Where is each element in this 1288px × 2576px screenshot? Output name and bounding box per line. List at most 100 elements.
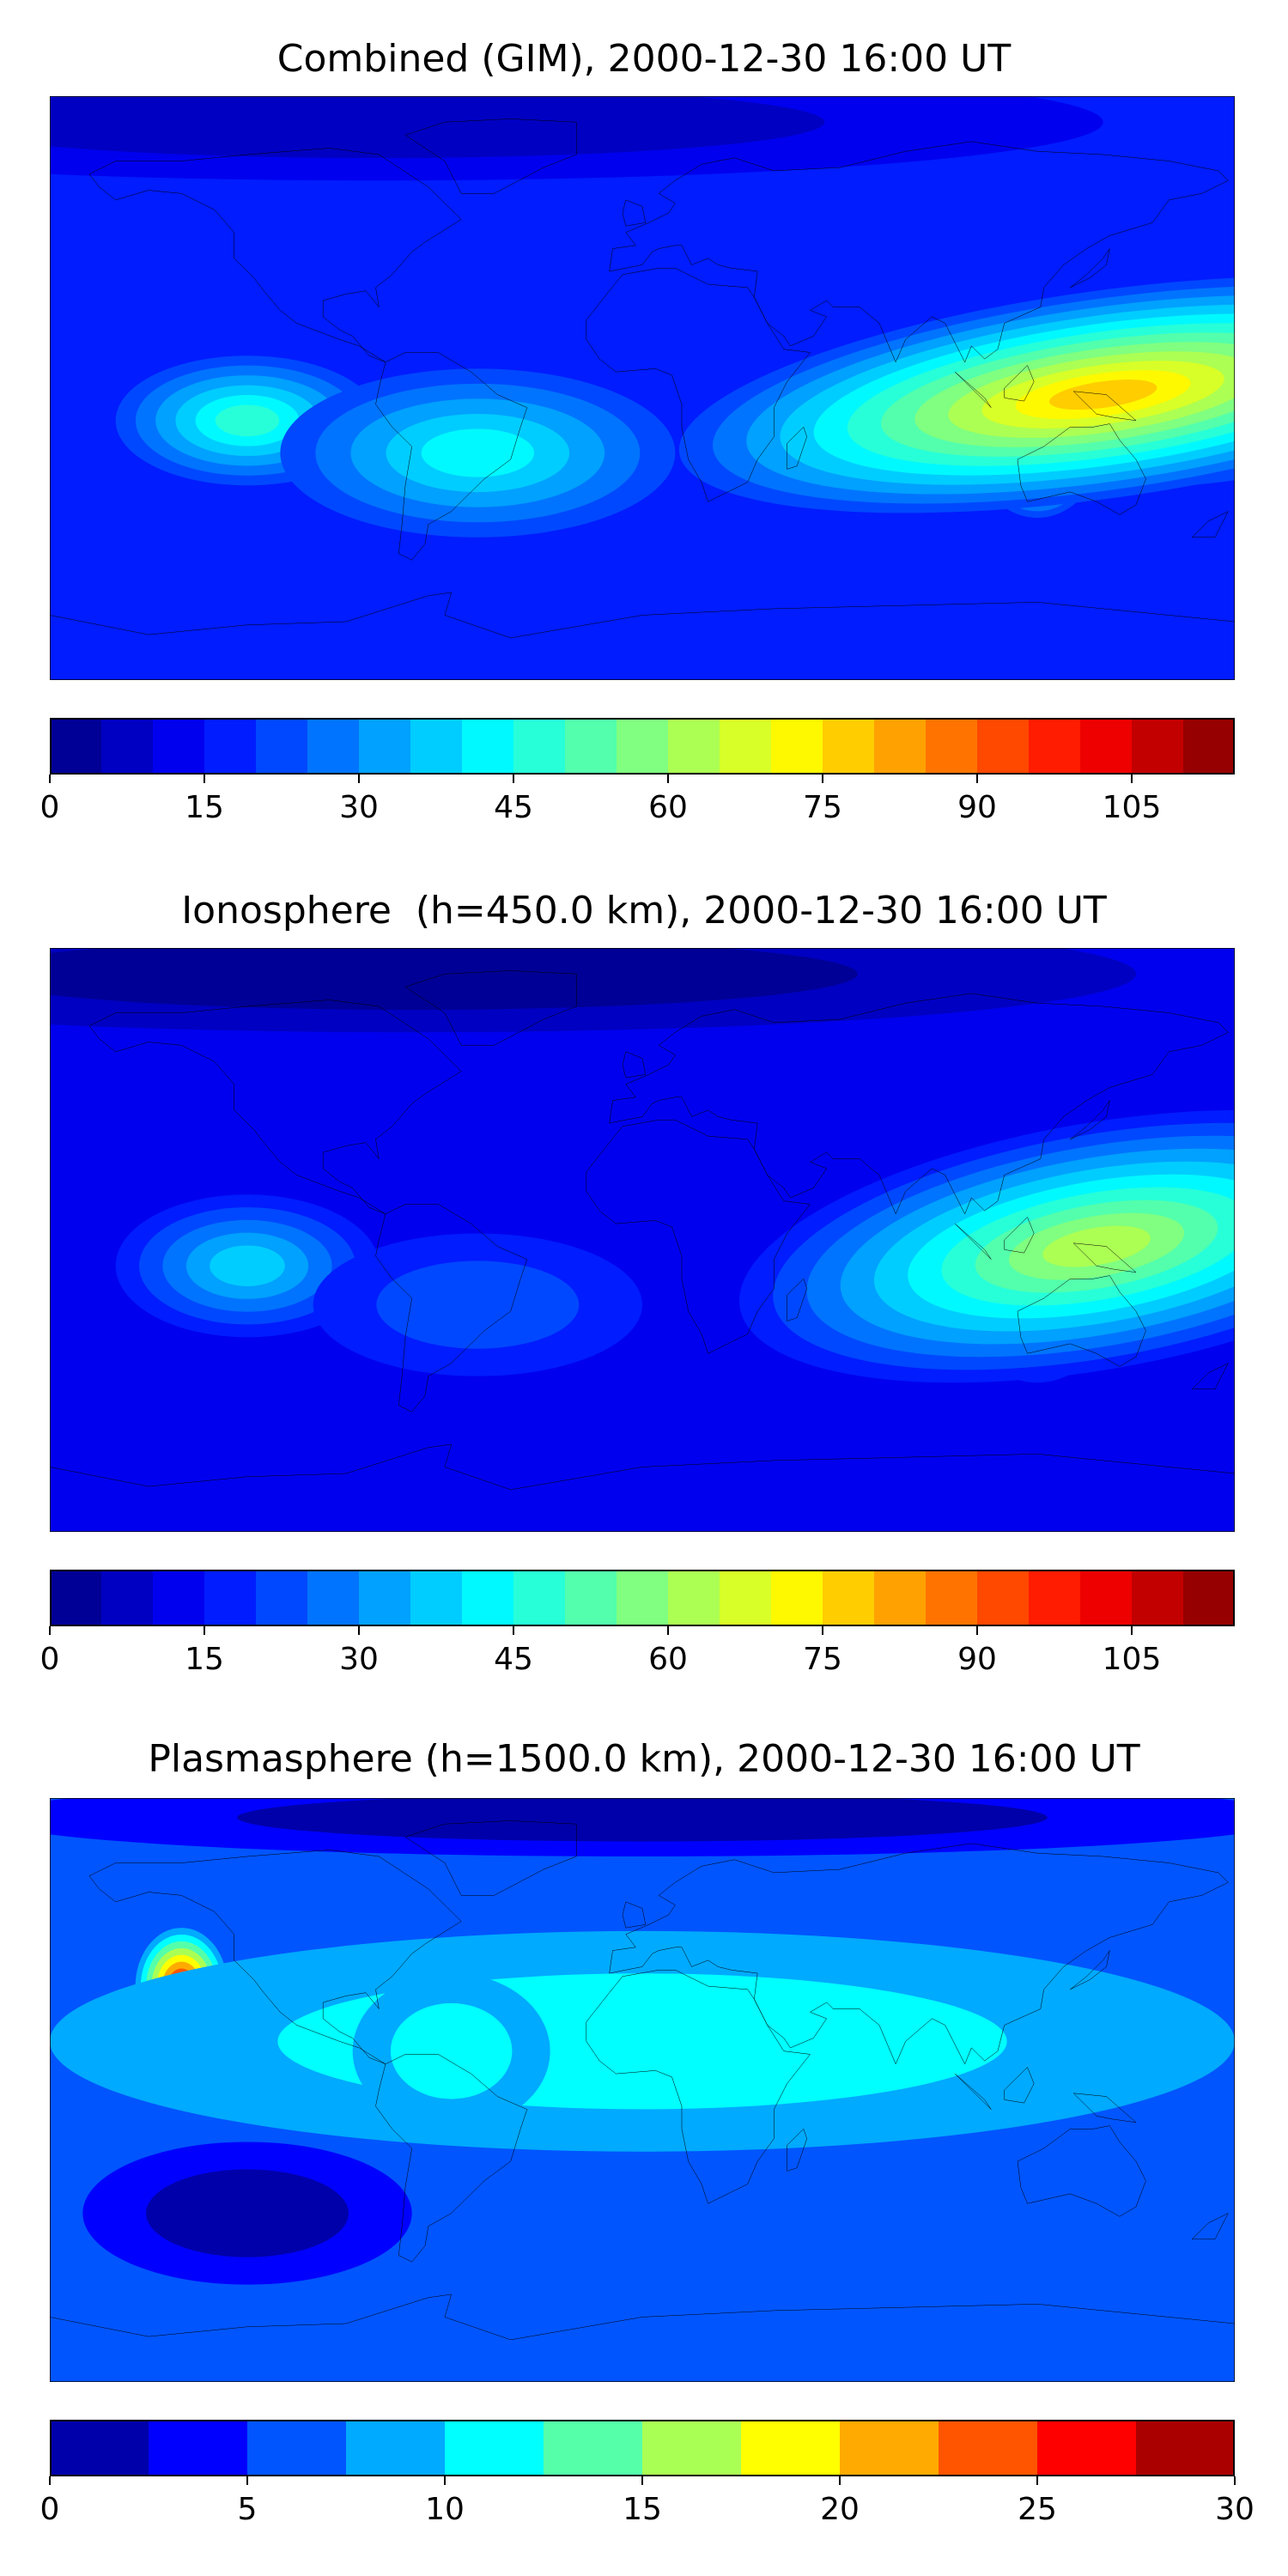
colorbar-tick-label: 30 — [339, 790, 379, 825]
colorbar-swatch — [462, 718, 514, 775]
panel-2-colorbar-ticks: 0 15 30 45 60 75 90 105 — [40, 1626, 1235, 1677]
panel-3-map — [50, 1798, 1235, 2382]
colorbar-tick-mark — [641, 2476, 643, 2485]
colorbar-tick-label: 90 — [957, 1642, 997, 1677]
colorbar-swatch — [926, 718, 978, 775]
colorbar-tick-mark — [444, 2476, 446, 2485]
colorbar-tick-mark — [1131, 1626, 1133, 1635]
coastline — [955, 372, 991, 408]
coastline — [376, 352, 527, 560]
coastline — [1018, 424, 1146, 515]
colorbar-swatch — [1136, 2420, 1235, 2476]
colorbar-swatch — [771, 1570, 823, 1626]
colorbar-tick-mark — [976, 1626, 978, 1635]
contour-level — [1042, 1225, 1151, 1267]
panel-1-heatmap — [50, 96, 1235, 680]
colorbar-tick-label: 105 — [1102, 790, 1162, 825]
colorbar-tick-mark — [513, 1626, 514, 1635]
colorbar-tick-mark — [513, 775, 514, 783]
panel-2-heatmap — [50, 948, 1235, 1532]
colorbar-tick-mark — [1036, 2476, 1038, 2485]
colorbar-swatch — [1132, 718, 1184, 775]
colorbar-tick-label: 30 — [339, 1642, 379, 1677]
panel-3-heatmap — [50, 1798, 1235, 2382]
contour-level — [50, 948, 858, 1011]
coastlines — [50, 118, 1235, 680]
coastline — [1070, 1951, 1109, 1990]
coastline — [623, 200, 646, 226]
coastline — [89, 999, 461, 1213]
colorbar-swatch — [874, 1570, 927, 1626]
colorbar-swatch — [617, 1570, 669, 1626]
panel-3-colorbar-strip — [50, 2420, 1235, 2476]
colorbar-swatch — [149, 2420, 248, 2476]
colorbar-swatch — [823, 718, 875, 775]
colorbar-swatch — [642, 2420, 742, 2476]
coastline — [955, 1224, 991, 1260]
colorbar-tick-label: 75 — [803, 790, 842, 825]
colorbar-swatch — [410, 718, 463, 775]
colorbar-swatch — [926, 1570, 978, 1626]
colorbar-tick-label: 45 — [494, 1642, 533, 1677]
colorbar-swatch — [462, 1570, 514, 1626]
colorbar-tick-label: 0 — [39, 790, 60, 825]
coastlines — [50, 1820, 1235, 2382]
colorbar-swatch — [359, 718, 411, 775]
colorbar-tick-label: 75 — [803, 1642, 842, 1677]
colorbar-frame — [50, 1570, 1235, 1626]
colorbar-tick-mark — [1131, 775, 1133, 783]
colorbar-swatch — [204, 1570, 257, 1626]
coastline — [586, 1120, 811, 1353]
colorbar-swatch — [153, 718, 205, 775]
panel-2-colorbar-strip — [50, 1570, 1235, 1626]
colorbar-swatch — [977, 1570, 1030, 1626]
colorbar-tick-mark — [204, 1626, 205, 1635]
colorbar-tick-mark — [49, 775, 51, 783]
colorbar-swatch — [1080, 718, 1133, 775]
colorbar-swatch — [307, 718, 360, 775]
coastline — [50, 1444, 1235, 1532]
panel-2-map — [50, 948, 1235, 1532]
colorbar-swatch — [256, 718, 308, 775]
contour-feature — [738, 1109, 1235, 1383]
contour-level — [210, 1245, 285, 1286]
colorbar-tick-mark — [839, 2476, 841, 2485]
colorbar-swatch — [247, 2420, 347, 2476]
contour-feature — [352, 1973, 550, 2129]
contour-level — [50, 96, 825, 159]
coastline — [610, 1844, 1229, 2064]
panel-3-colorbar-ticks: 0 5 10 15 20 25 30 — [40, 2476, 1255, 2527]
panel-3-title: Plasmasphere (h=1500.0 km), 2000-12-30 1… — [148, 1737, 1140, 1781]
colorbar-tick-label: 90 — [957, 790, 997, 825]
coastline — [376, 2054, 527, 2262]
contour-level — [215, 404, 280, 437]
coastline — [955, 2074, 991, 2110]
coastline — [89, 1850, 461, 2063]
coastline — [787, 427, 807, 469]
colorbar-swatch — [720, 1570, 772, 1626]
colorbar-tick-mark — [1234, 2476, 1236, 2485]
coastline — [610, 142, 1229, 362]
colorbar-tick-mark — [822, 1626, 823, 1635]
colorbar-tick-label: 5 — [237, 2492, 258, 2527]
coastline — [1005, 2068, 1035, 2104]
contour-feature — [50, 1930, 1235, 2152]
colorbar-swatch — [359, 1570, 411, 1626]
colorbar-tick-mark — [204, 775, 205, 783]
colorbar-swatch — [410, 1570, 463, 1626]
colorbar-swatch — [513, 1570, 566, 1626]
colorbar-swatch — [204, 718, 257, 775]
contour-level — [146, 2169, 349, 2257]
colorbar-swatch — [823, 1570, 875, 1626]
colorbar-swatch — [840, 2420, 939, 2476]
coastline — [1192, 1364, 1228, 1389]
contour-level — [390, 2002, 513, 2099]
colorbar-tick-mark — [976, 775, 978, 783]
colorbar-tick-mark — [246, 2476, 248, 2485]
colorbar-swatch — [50, 2420, 149, 2476]
colorbar-swatch — [741, 2420, 841, 2476]
colorbar-frame — [50, 2420, 1235, 2476]
colorbar-tick-label: 10 — [425, 2492, 465, 2527]
panel-2-title: Ionosphere (h=450.0 km), 2000-12-30 16:0… — [181, 889, 1107, 933]
coastline — [50, 592, 1235, 680]
